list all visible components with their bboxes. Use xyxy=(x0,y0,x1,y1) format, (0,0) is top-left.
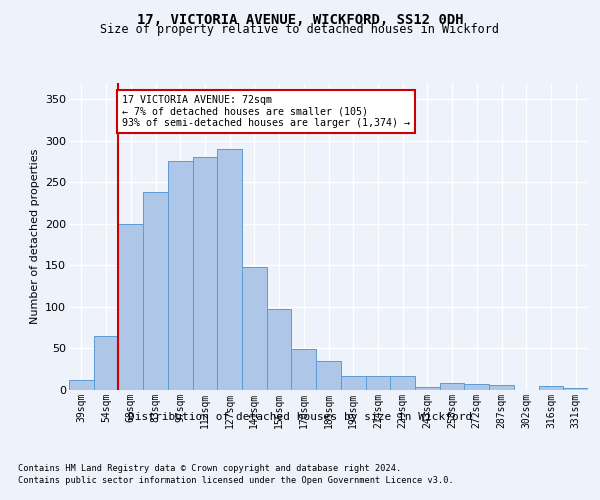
Bar xyxy=(464,384,489,390)
Bar xyxy=(69,380,94,390)
Text: 17 VICTORIA AVENUE: 72sqm
← 7% of detached houses are smaller (105)
93% of semi-: 17 VICTORIA AVENUE: 72sqm ← 7% of detach… xyxy=(122,95,410,128)
Bar xyxy=(292,350,316,390)
Bar xyxy=(94,336,118,390)
Text: Size of property relative to detached houses in Wickford: Size of property relative to detached ho… xyxy=(101,24,499,36)
Bar xyxy=(563,388,588,390)
Bar xyxy=(365,376,390,390)
Text: 17, VICTORIA AVENUE, WICKFORD, SS12 0DH: 17, VICTORIA AVENUE, WICKFORD, SS12 0DH xyxy=(137,12,463,26)
Bar xyxy=(267,310,292,390)
Bar xyxy=(440,384,464,390)
Bar xyxy=(341,376,365,390)
Bar xyxy=(415,386,440,390)
Y-axis label: Number of detached properties: Number of detached properties xyxy=(29,148,40,324)
Bar xyxy=(242,267,267,390)
Bar xyxy=(390,376,415,390)
Bar xyxy=(539,386,563,390)
Text: Contains public sector information licensed under the Open Government Licence v3: Contains public sector information licen… xyxy=(18,476,454,485)
Bar xyxy=(143,192,168,390)
Text: Distribution of detached houses by size in Wickford: Distribution of detached houses by size … xyxy=(128,412,472,422)
Text: Contains HM Land Registry data © Crown copyright and database right 2024.: Contains HM Land Registry data © Crown c… xyxy=(18,464,401,473)
Bar xyxy=(118,224,143,390)
Bar xyxy=(316,361,341,390)
Bar xyxy=(193,158,217,390)
Bar xyxy=(168,162,193,390)
Bar xyxy=(489,385,514,390)
Bar xyxy=(217,149,242,390)
